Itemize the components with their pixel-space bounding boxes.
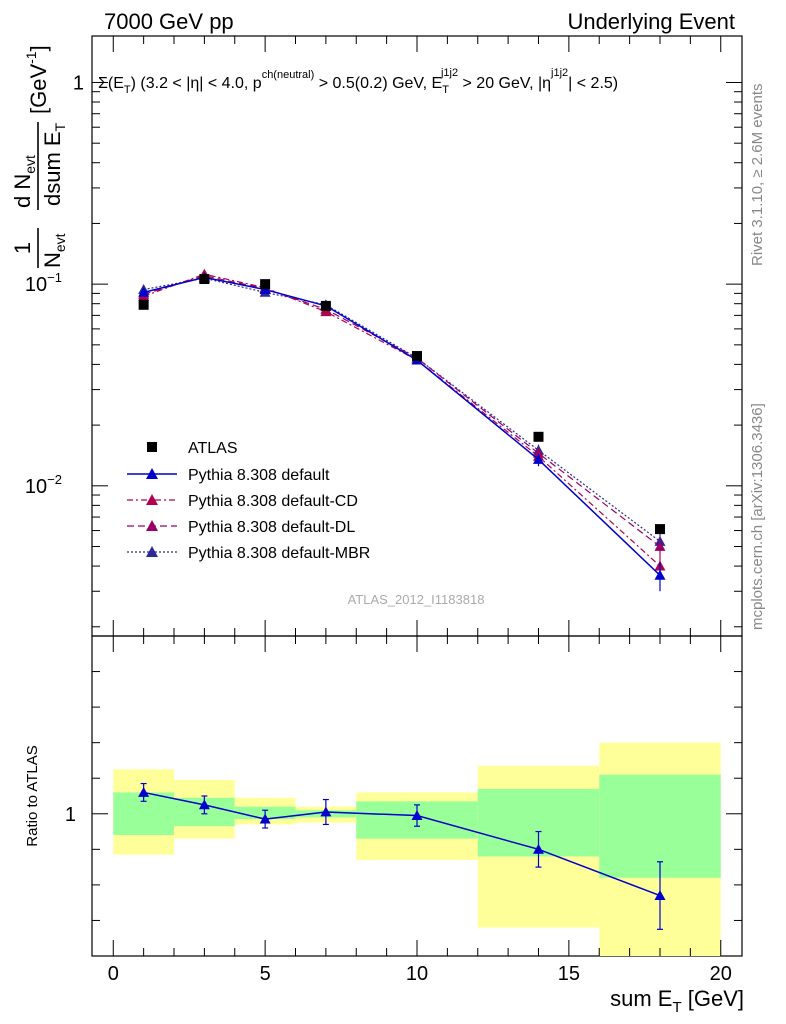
y-label-unit-text: [GeV <box>26 64 51 114</box>
plot-title-a: ) (3.2 < |η| < 4.0, p <box>131 75 262 92</box>
main-axis-ticks: 110−110−2 <box>25 36 742 636</box>
x-tick-label-3: 15 <box>558 963 580 985</box>
point-atlas <box>138 299 149 310</box>
x-tick-label-0: 0 <box>108 963 119 985</box>
y-label-one: 1 <box>10 242 35 254</box>
y-tick-label-base: 10 <box>25 476 47 498</box>
y-label-nevt: Nevt <box>40 233 68 268</box>
ratio-point-default <box>198 799 210 810</box>
ratio-axis-ticks: 0 5 10 15 20 1 <box>65 635 742 985</box>
point-atlas <box>260 279 271 290</box>
y-tick-label-base: 10 <box>25 274 47 296</box>
ratio-y-axis-label: Ratio to ATLAS <box>24 745 41 846</box>
point-atlas <box>320 300 331 311</box>
y-label-nevt-n: N <box>40 252 65 268</box>
x-axis-label-unit: [GeV] <box>682 986 744 1011</box>
x-tick-label-4: 20 <box>710 963 732 985</box>
point-atlas <box>412 351 422 362</box>
ratio-point-default <box>411 810 423 820</box>
plot-title: Σ(ET) (3.2 < |η| < 4.0, pch(neutral) > 0… <box>98 67 618 96</box>
ratio-point-default <box>259 813 271 824</box>
ratio-point-default <box>654 890 666 900</box>
plot-title-sub1: T <box>124 84 131 96</box>
y-label-dn-text: d N <box>10 174 35 208</box>
header-right: Underlying Event <box>567 9 735 34</box>
side-label-mcplots: mcplots.cern.ch [arXiv:1306.3436] <box>749 403 766 630</box>
y-label-dsum-sub: T <box>52 122 68 131</box>
header-left: 7000 GeV pp <box>104 9 234 34</box>
x-tick-label-2: 10 <box>406 963 428 985</box>
legend-marker-dl <box>146 520 158 531</box>
ratio-bands <box>113 742 721 956</box>
legend-marker-mbr <box>146 546 158 557</box>
legend-entry-mbr: Pythia 8.308 default-MBR <box>127 545 370 562</box>
point-default <box>138 286 150 297</box>
ratio-series-group <box>138 782 666 930</box>
plot-title-sup2: j1j2 <box>440 67 458 79</box>
legend-marker-default <box>146 468 158 479</box>
x-axis-label: sum ET [GeV] <box>610 986 744 1016</box>
legend-label-atlas: ATLAS <box>188 440 238 457</box>
side-label-rivet: Rivet 3.1.10, ≥ 2.6M events <box>749 84 766 267</box>
legend-entry-cd: Pythia 8.308 default-CD <box>127 493 358 510</box>
legend-marker-cd <box>146 494 158 505</box>
point-default <box>532 454 544 464</box>
legend-label-cd: Pythia 8.308 default-CD <box>188 493 358 510</box>
ratio-point-default <box>532 843 544 854</box>
y-tick-label-1: 10−1 <box>25 270 62 296</box>
legend-marker-atlas <box>147 442 157 452</box>
legend-entry-atlas: ATLAS <box>147 440 238 457</box>
y-tick-label-exp: −1 <box>47 270 62 285</box>
plot-title-sup1: ch(neutral) <box>262 69 315 81</box>
plot-title-d: | < 2.5) <box>568 75 618 92</box>
point-dl <box>654 541 666 551</box>
plot-title-sub2: T <box>442 84 449 96</box>
y-tick-label-exp: −2 <box>47 472 62 487</box>
y-label-unit-sup: -1 <box>23 51 39 64</box>
x-tick-label-1: 5 <box>260 963 271 985</box>
y-label-dn: d Nevt <box>10 155 38 208</box>
plot-title-b: > 0.5(0.2) GeV, E <box>314 75 442 92</box>
legend-label-default: Pythia 8.308 default <box>188 467 330 484</box>
x-axis-label-main: sum E <box>610 986 672 1011</box>
y-tick-label-0: 1 <box>73 72 84 94</box>
point-atlas <box>654 524 665 535</box>
y-label-unit-end: ] <box>26 45 51 51</box>
analysis-id: ATLAS_2012_I1183818 <box>348 592 485 607</box>
legend-entry-dl: Pythia 8.308 default-DL <box>127 519 355 536</box>
legend-entry-default: Pythia 8.308 default <box>127 467 330 484</box>
y-tick-label-2: 10−2 <box>25 472 62 498</box>
plot-title-sup3: j1j2 <box>550 67 568 79</box>
legend: ATLAS Pythia 8.308 default Pythia 8.308 … <box>127 440 370 562</box>
y-label-dsum-text: dsum E <box>40 131 65 206</box>
legend-label-dl: Pythia 8.308 default-DL <box>188 519 355 536</box>
y-label-nevt-sub: evt <box>52 233 68 252</box>
x-axis-label-sub: T <box>672 999 681 1016</box>
plot-title-sigma: Σ(E <box>98 75 124 92</box>
ratio-y-tick-label-0: 1 <box>65 804 76 826</box>
point-atlas <box>199 274 210 285</box>
point-cd <box>320 306 332 317</box>
ratio-point-default <box>320 806 332 817</box>
y-label-dsum: dsum ET <box>40 122 68 206</box>
y-label-unit: [GeV-1] <box>23 45 51 114</box>
plot-title-c: > 20 GeV, |η <box>458 75 551 92</box>
main-y-axis-label: 1 Nevt d Nevt dsum ET [GeV-1] <box>10 45 68 268</box>
y-label-dn-sub: evt <box>22 155 38 174</box>
legend-label-mbr: Pythia 8.308 default-MBR <box>188 545 370 562</box>
band-inner-6 <box>599 774 721 878</box>
point-atlas <box>533 431 544 442</box>
main-series-group <box>138 268 666 592</box>
point-default <box>654 569 666 580</box>
ratio-point-default <box>138 786 150 797</box>
